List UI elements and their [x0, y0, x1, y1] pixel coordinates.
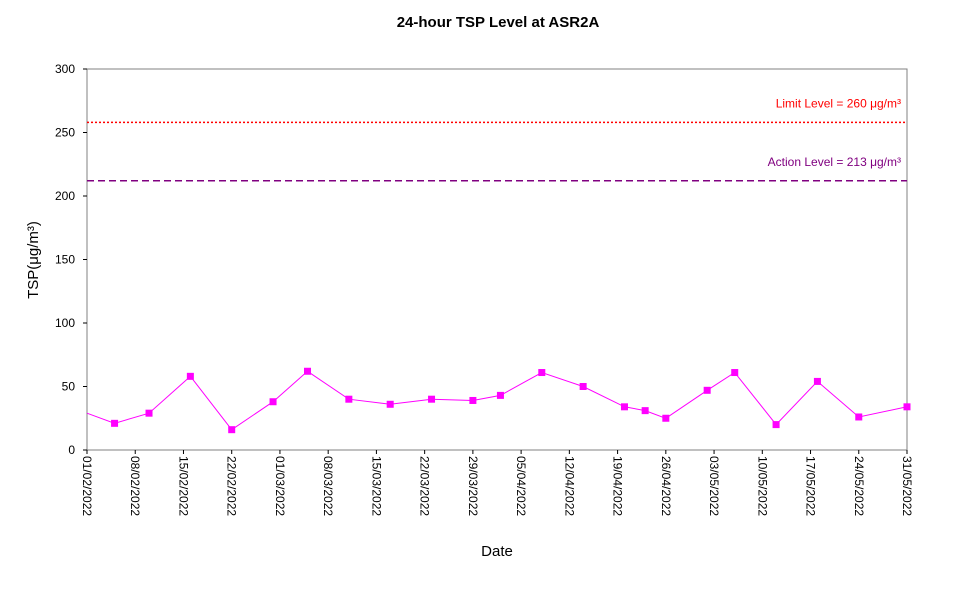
data-point: [703, 386, 711, 394]
reference-label: Action Level = 213 μg/m³: [768, 155, 901, 169]
data-point: [641, 407, 649, 415]
series-layer: [86, 367, 911, 434]
x-tick-label: 03/05/2022: [707, 456, 721, 516]
data-point: [228, 426, 236, 434]
data-point: [111, 419, 119, 427]
x-tick-label: 05/04/2022: [514, 456, 528, 516]
x-tick-label: 08/02/2022: [128, 456, 142, 516]
data-point: [772, 421, 780, 429]
y-tick-label: 0: [68, 443, 75, 457]
data-point: [855, 413, 863, 421]
y-tick-label: 200: [55, 189, 75, 203]
data-point: [579, 383, 587, 390]
x-axis-label: Date: [481, 543, 513, 560]
data-point: [269, 398, 277, 406]
data-point: [662, 414, 670, 422]
data-point: [428, 395, 436, 403]
data-point: [386, 400, 394, 408]
x-tick-label: 08/03/2022: [321, 456, 335, 516]
x-tick-label: 29/03/2022: [466, 456, 480, 516]
data-point: [145, 409, 153, 417]
data-point: [304, 367, 312, 375]
data-point: [469, 396, 477, 404]
x-tick-label: 15/02/2022: [176, 456, 190, 516]
y-axis: 0 50 100 150 200 250 300: [55, 62, 87, 457]
data-point: [186, 372, 194, 380]
x-tick-label: 22/02/2022: [225, 456, 239, 516]
data-point: [345, 395, 353, 403]
x-axis: 01/02/2022 08/02/2022 15/02/2022 22/02/2022…: [80, 450, 914, 516]
y-axis-label: TSP(μg/m³): [25, 221, 42, 299]
x-tick-label: 01/02/2022: [80, 456, 94, 516]
y-tick-label: 50: [62, 380, 76, 394]
data-point: [813, 377, 821, 385]
x-tick-label: 26/04/2022: [659, 456, 673, 516]
y-tick-label: 100: [55, 316, 75, 330]
plot-area: [86, 68, 908, 451]
reference-lines: Limit Level = 260 μg/m³ Action Level = 21…: [87, 96, 907, 182]
y-tick-label: 150: [55, 253, 75, 267]
x-tick-label: 31/05/2022: [900, 456, 914, 516]
y-tick-label: 300: [55, 62, 75, 76]
data-point: [620, 403, 628, 411]
x-tick-label: 24/05/2022: [852, 456, 866, 516]
data-point: [538, 369, 546, 377]
x-tick-label: 22/03/2022: [418, 456, 432, 516]
reference-label: Limit Level = 260 μg/m³: [776, 96, 901, 110]
x-tick-label: 01/03/2022: [273, 456, 287, 516]
chart-title: 24-hour TSP Level at ASR2A: [397, 14, 600, 31]
y-tick-label: 250: [55, 126, 75, 140]
x-tick-label: 12/04/2022: [562, 456, 576, 516]
x-tick-label: 19/04/2022: [611, 456, 625, 516]
x-tick-label: 15/03/2022: [369, 456, 383, 516]
data-point: [903, 403, 911, 411]
x-tick-label: 10/05/2022: [755, 456, 769, 516]
data-point: [731, 369, 739, 377]
x-tick-label: 17/05/2022: [804, 456, 818, 516]
data-point: [496, 391, 504, 399]
